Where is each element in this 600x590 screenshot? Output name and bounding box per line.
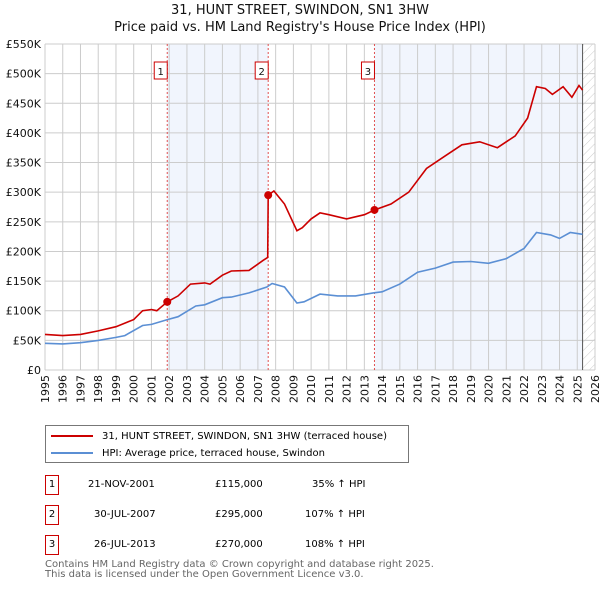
plot-area: 1995 1996 1997 1998 1999 2000 2001 2002 2003 2004… <box>6 38 600 403</box>
sale-date: 26-JUL-2013 <box>94 539 156 550</box>
sale-hpi: 107% ↑ HPI <box>305 509 365 520</box>
sale-point <box>370 205 379 214</box>
shaded-period <box>167 44 269 370</box>
x-tick-label: 1995 <box>39 375 52 403</box>
sale-hpi: 35% ↑ HPI <box>312 479 366 490</box>
legend-item-property: 31, HUNT STREET, SWINDON, SN1 3HW (terra… <box>51 429 387 443</box>
x-tick-label: 2019 <box>465 375 478 403</box>
x-tick-label: 2016 <box>412 375 425 403</box>
legend-swatch-red <box>51 435 93 437</box>
y-tick-label: £200K <box>6 245 42 258</box>
x-tick-label: 2007 <box>252 375 265 403</box>
footer-copyright: Contains HM Land Registry data © Crown c… <box>45 559 434 570</box>
chart-subtitle: Price paid vs. HM Land Registry's House … <box>114 20 486 35</box>
x-tick-label: 2025 <box>571 375 584 403</box>
x-tick-label: 2012 <box>341 375 354 403</box>
y-tick-label: £400K <box>6 127 42 140</box>
x-tick-label: 2000 <box>128 375 141 403</box>
x-tick-label: 2021 <box>500 375 513 403</box>
y-tick-label: £250K <box>6 216 42 229</box>
x-tick-label: 1998 <box>92 375 105 403</box>
y-tick-label: £150K <box>6 275 42 288</box>
y-tick-label: £100K <box>6 305 42 318</box>
footer: Contains HM Land Registry data © Crown c… <box>45 560 434 580</box>
legend-label: HPI: Average price, terraced house, Swin… <box>102 447 325 459</box>
sale-label-box <box>360 61 375 80</box>
x-tick-label: 2004 <box>199 375 212 403</box>
x-tick-label: 2006 <box>234 375 247 403</box>
x-tick-label: 2005 <box>216 375 229 403</box>
x-tick-label: 2010 <box>305 375 318 403</box>
x-tick-label: 2017 <box>429 375 442 403</box>
x-tick-label: 2026 <box>589 375 600 403</box>
x-tick-label: 2022 <box>518 375 531 403</box>
x-tick-label: 2023 <box>536 375 549 403</box>
sale-price: £115,000 <box>215 479 263 490</box>
sale-row: 3 26-JUL-2013 £270,000 108% ↑ HPI <box>45 535 465 555</box>
x-tick-label: 1996 <box>57 375 70 403</box>
legend-item-hpi: HPI: Average price, terraced house, Swin… <box>51 446 325 460</box>
x-tick-label: 2009 <box>287 375 300 403</box>
sale-row: 1 21-NOV-2001 £115,000 35% ↑ HPI <box>45 475 465 495</box>
x-tick-label: 2024 <box>554 375 567 403</box>
sale-row: 2 30-JUL-2007 £295,000 107% ↑ HPI <box>45 505 465 525</box>
hpi-line <box>44 231 583 345</box>
sale-marker-box: 2 <box>45 505 59 525</box>
footer-licence: This data is licensed under the Open Gov… <box>45 569 364 580</box>
x-tick-label: 2020 <box>483 375 496 403</box>
x-tick-label: 2003 <box>181 375 194 403</box>
x-tick-label: 2002 <box>163 375 176 403</box>
x-tick-label: 2011 <box>323 375 336 403</box>
x-tick-label: 1997 <box>74 375 87 403</box>
sale-label: 3 <box>365 67 371 78</box>
x-tick-label: 1999 <box>110 375 123 403</box>
sale-date: 21-NOV-2001 <box>88 479 155 490</box>
legend-swatch-blue <box>51 452 93 454</box>
sale-label-box <box>254 61 269 80</box>
y-tick-label: £350K <box>6 157 42 170</box>
sale-date: 30-JUL-2007 <box>94 509 156 520</box>
x-tick-label: 2015 <box>394 375 407 403</box>
chart-title: 31, HUNT STREET, SWINDON, SN1 3HW <box>171 3 429 18</box>
sale-point <box>264 191 273 200</box>
future-hatch <box>582 44 595 370</box>
x-tick-label: 2008 <box>270 375 283 403</box>
legend: 31, HUNT STREET, SWINDON, SN1 3HW (terra… <box>45 425 409 463</box>
sale-label: 1 <box>158 67 164 78</box>
x-tick-label: 2001 <box>145 375 158 403</box>
sale-marker-box: 1 <box>45 475 59 495</box>
y-tick-label: £300K <box>6 186 42 199</box>
shaded-period <box>374 44 583 370</box>
sale-price: £270,000 <box>215 539 263 550</box>
sale-marker-box: 3 <box>45 535 59 555</box>
legend-label: 31, HUNT STREET, SWINDON, SN1 3HW (terra… <box>102 430 387 442</box>
sale-price: £295,000 <box>215 509 263 520</box>
y-tick-label: £50K <box>13 334 42 347</box>
y-tick-label: £450K <box>6 97 42 110</box>
sale-label-box <box>153 61 168 80</box>
property-price-line <box>44 84 584 337</box>
x-tick-label: 2014 <box>376 375 389 403</box>
x-tick-label: 2018 <box>447 375 460 403</box>
y-tick-label: £550K <box>6 38 42 51</box>
x-tick-label: 2013 <box>358 375 371 403</box>
y-tick-label: £500K <box>6 68 42 81</box>
sale-hpi: 108% ↑ HPI <box>305 539 365 550</box>
y-tick-label: £0 <box>27 364 41 377</box>
sale-label: 2 <box>259 67 265 78</box>
sale-point <box>163 297 172 306</box>
